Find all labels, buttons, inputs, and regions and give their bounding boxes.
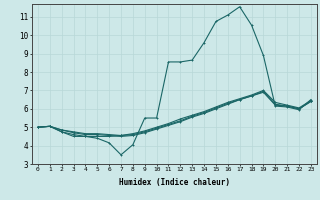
X-axis label: Humidex (Indice chaleur): Humidex (Indice chaleur): [119, 178, 230, 187]
